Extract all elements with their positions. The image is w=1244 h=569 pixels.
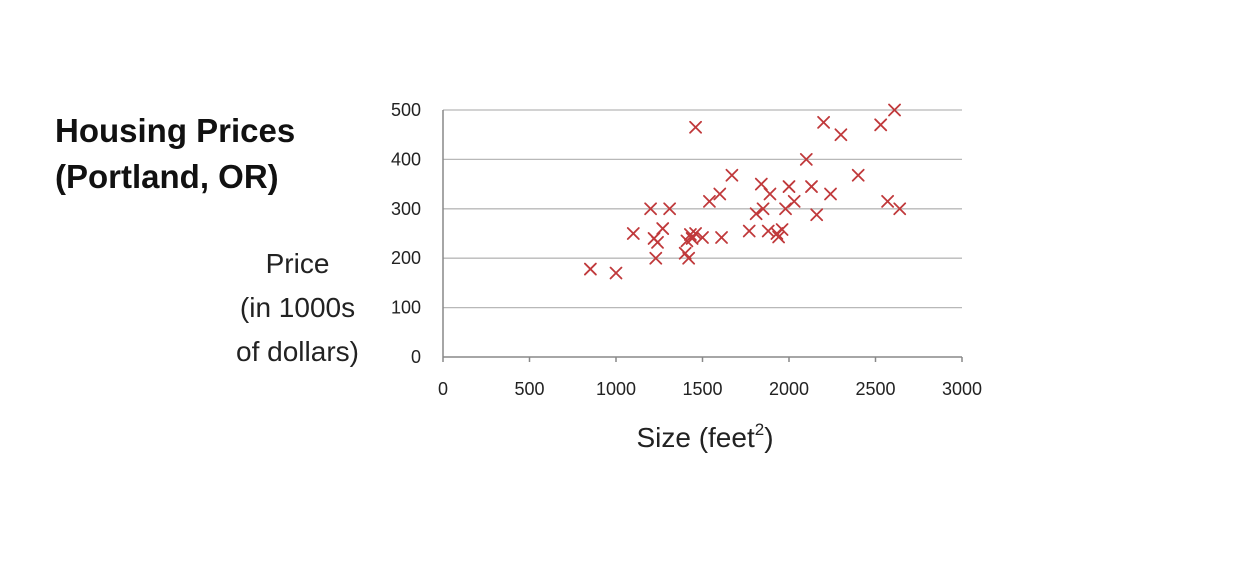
data-point [817, 115, 830, 129]
data-point [715, 231, 728, 244]
data-point [682, 251, 696, 265]
data-point [761, 224, 775, 238]
data-point [782, 180, 796, 193]
y-tick-label: 0 [411, 347, 421, 367]
data-point [756, 202, 770, 216]
data-point [713, 187, 727, 201]
x-tick-label: 2500 [855, 379, 895, 399]
data-point [810, 208, 824, 222]
x-tick-label: 0 [438, 379, 448, 399]
data-point [763, 187, 777, 201]
data-point [824, 187, 837, 201]
y-tick-label: 100 [391, 298, 421, 318]
data-point [881, 194, 895, 208]
y-tick-label: 400 [391, 149, 421, 169]
data-point [874, 118, 888, 132]
data-points [583, 103, 907, 280]
data-point [851, 168, 865, 182]
x-tick-label: 500 [514, 379, 544, 399]
data-point [656, 222, 670, 235]
data-point [725, 168, 739, 182]
data-point [689, 227, 702, 240]
grid-layer [443, 109, 962, 309]
data-point [609, 266, 623, 280]
y-axis-label-line-2: (in 1000s [239, 292, 356, 323]
y-axis-label-line-1: Price [265, 248, 330, 279]
data-point [663, 202, 677, 216]
data-point [775, 223, 789, 236]
x-axis-label: Size (feet2) [600, 410, 810, 458]
title-line-1: Housing Prices [55, 112, 296, 149]
data-point [772, 230, 786, 244]
y-tick-label: 500 [391, 100, 421, 120]
x-tick-label: 2000 [769, 379, 809, 399]
x-tick-label: 1500 [682, 379, 722, 399]
x-tick-label: 1000 [596, 379, 636, 399]
tick-layer: 0 100 200 300 400 500 0 500 1000 1500 2000 2500 3000 [391, 100, 982, 399]
x-axis-label-superscript: 2 [754, 420, 765, 439]
data-point [696, 231, 709, 244]
data-point [626, 227, 640, 240]
data-point [888, 103, 901, 117]
y-tick-label: 200 [391, 248, 421, 268]
slide-title: Housing Prices (Portland, OR) [55, 108, 295, 200]
x-axis-label-close: ) [764, 422, 774, 453]
y-axis-label: Price (in 1000s of dollars) [210, 242, 385, 374]
title-line-2: (Portland, OR) [55, 158, 279, 195]
data-point [834, 128, 848, 142]
data-point [799, 152, 813, 166]
data-point [689, 120, 702, 134]
data-point [649, 251, 663, 265]
data-point [805, 180, 818, 193]
axis-layer [442, 110, 963, 362]
y-axis-label-line-3: of dollars) [236, 336, 359, 367]
data-point [893, 202, 907, 216]
x-axis-label-text: Size (feet [636, 422, 755, 453]
data-point [742, 224, 756, 238]
data-point [583, 262, 597, 276]
data-point [644, 202, 657, 216]
x-tick-label: 3000 [942, 379, 982, 399]
y-tick-label: 300 [391, 199, 421, 219]
data-point [787, 194, 801, 208]
data-point [651, 235, 664, 249]
data-point [703, 194, 716, 208]
data-point [749, 207, 763, 221]
